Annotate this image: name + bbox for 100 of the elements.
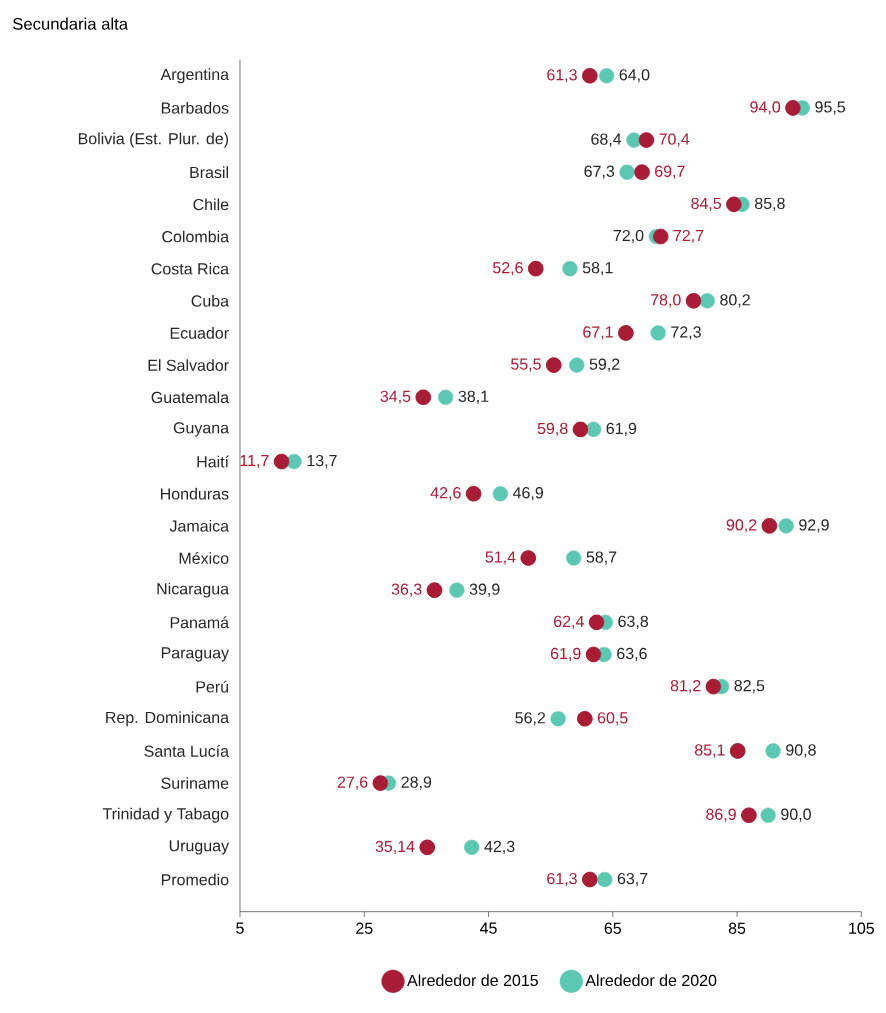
data-label: 36,3 [391, 583, 422, 597]
data-label: 81,2 [670, 680, 701, 694]
point [492, 486, 508, 502]
data-label: 72,0 [613, 229, 644, 244]
data-label: 35,14 [375, 840, 415, 854]
x-tick-label: 105 [849, 922, 874, 934]
point [419, 839, 435, 855]
point [597, 871, 613, 888]
point [785, 100, 801, 116]
point [585, 646, 602, 663]
point [577, 711, 593, 727]
y-tick-label: Chile [193, 198, 229, 211]
data-label: 61,3 [547, 69, 577, 83]
y-tick-label: Rep. Dominicana [106, 711, 230, 727]
data-label: 90,8 [786, 744, 816, 758]
data-label: 67,1 [583, 326, 613, 340]
y-tick-label: México [179, 552, 229, 564]
y-tick-label: Costa Rica [151, 262, 230, 275]
data-label: 72,3 [671, 326, 701, 340]
data-label: 61,9 [606, 422, 637, 437]
data-label: 67,3 [584, 165, 615, 179]
data-label: 72,7 [673, 229, 704, 244]
data-label: 62,4 [554, 615, 584, 629]
data-label: 69,7 [655, 165, 685, 179]
y-tick-label: Paraguay [161, 647, 230, 662]
point [372, 775, 389, 791]
data-label: 63,8 [618, 615, 649, 629]
point [528, 261, 544, 277]
point [741, 807, 757, 823]
y-tick-label: Argentina [160, 68, 230, 84]
data-label: 70,4 [659, 133, 690, 147]
data-label: 64,0 [619, 69, 650, 83]
data-label: 59,2 [589, 358, 620, 372]
text: Secundaria alta [13, 17, 129, 30]
data-label: 58,1 [582, 262, 613, 276]
data-label: 60,5 [597, 712, 628, 726]
data-label: 38,1 [458, 390, 489, 404]
data-label: 63,7 [617, 872, 648, 887]
x-tick-label: 65 [604, 922, 622, 934]
y-tick-label: Perú [196, 680, 229, 693]
data-label: 61,3 [547, 872, 577, 887]
point [650, 325, 666, 341]
point [566, 550, 582, 566]
data-label: 59,8 [537, 422, 568, 437]
data-label: 63,6 [617, 647, 647, 662]
data-label: 52,6 [493, 262, 523, 276]
data-label: 78,0 [650, 294, 681, 308]
y-tick-label: Jamaica [169, 519, 230, 532]
point [415, 389, 431, 405]
y-tick-label: Suriname [161, 777, 229, 789]
point [619, 164, 635, 180]
y-tick-label: Barbados [161, 102, 229, 114]
data-label: 82,5 [734, 680, 765, 694]
data-label: 95,5 [815, 101, 846, 115]
point [562, 261, 578, 277]
point [569, 357, 585, 373]
point [761, 518, 777, 534]
y-tick-label: Santa Lucía [144, 744, 230, 757]
data-label: 85,8 [755, 197, 785, 211]
data-label: 92,9 [799, 519, 829, 533]
point [464, 839, 480, 855]
point [438, 389, 454, 405]
point [618, 325, 634, 341]
x-tick-label: 45 [480, 922, 497, 934]
y-tick-label: Cuba [191, 294, 230, 307]
data-label: 28,9 [401, 776, 432, 790]
point [699, 293, 715, 309]
point [626, 132, 642, 148]
point [638, 132, 654, 148]
legend-label: Alrededor de 2015 [407, 974, 538, 987]
point [726, 196, 742, 212]
point [685, 293, 702, 309]
data-label: 51,4 [485, 551, 516, 565]
point [760, 807, 776, 823]
point [653, 228, 669, 245]
data-label: 42,6 [430, 487, 461, 501]
point [466, 486, 482, 502]
data-label: 39,9 [469, 583, 500, 597]
data-label: 42,3 [484, 840, 515, 854]
x-tick-label: 5 [236, 922, 244, 934]
point [572, 421, 589, 438]
point [449, 582, 465, 598]
point [705, 679, 722, 695]
data-label: 94,0 [750, 101, 781, 115]
point [582, 68, 598, 84]
y-tick-label: Promedio [161, 873, 229, 886]
point [550, 711, 566, 727]
y-tick-label: Honduras [161, 487, 229, 500]
data-label: 85,1 [694, 744, 725, 758]
data-label: 61,9 [550, 647, 581, 662]
point [274, 453, 290, 470]
point [634, 164, 650, 180]
y-tick-label: Colombia [162, 230, 230, 243]
data-label: 27,6 [337, 776, 368, 790]
point [730, 743, 746, 759]
y-tick-label: Panamá [170, 616, 230, 629]
data-label: 34,5 [380, 390, 411, 404]
y-tick-label: Haití [197, 455, 229, 468]
point [589, 614, 605, 630]
data-label: 84,5 [691, 197, 722, 211]
